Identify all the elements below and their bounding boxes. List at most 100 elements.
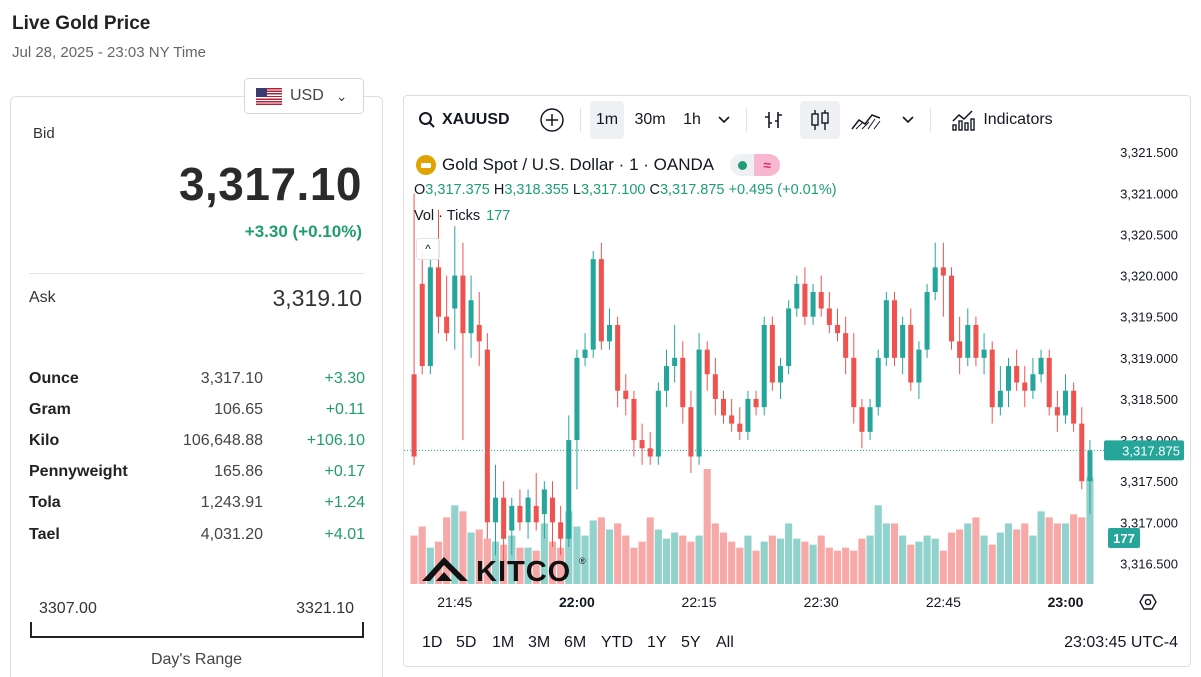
unit-change: +3.30 (324, 369, 365, 387)
volume-bar (801, 541, 809, 584)
range-5d-button[interactable]: 5D (456, 634, 477, 651)
candle-body (1054, 407, 1060, 416)
candle-body (737, 423, 743, 432)
page-subtitle: Jul 28, 2025 - 23:03 NY Time (12, 44, 207, 61)
volume-bar (988, 544, 996, 584)
range-5y-button[interactable]: 5Y (681, 634, 701, 651)
candle-body (1087, 450, 1093, 482)
candle-body (452, 275, 458, 309)
market-hours-icon: ≈ (754, 154, 781, 176)
range-all-button[interactable]: All (716, 634, 734, 651)
volume-bar (434, 541, 443, 584)
search-icon (419, 112, 435, 128)
volume-bar (964, 523, 972, 584)
volume-bar (516, 547, 524, 584)
candle-body (590, 259, 596, 350)
candle-body (598, 259, 604, 342)
volume-bar (630, 547, 638, 584)
candle-body (574, 357, 580, 441)
range-ytd-button[interactable]: YTD (601, 634, 633, 651)
divider (29, 273, 364, 274)
volume-bar (695, 535, 703, 584)
chart-toolbar: XAUUSD 1m 30m 1h Indicators (404, 96, 1190, 144)
candle-body (680, 357, 686, 408)
area-style-button[interactable] (848, 101, 884, 139)
candle-body (981, 349, 987, 358)
interval-1m-button[interactable]: 1m (590, 101, 624, 139)
volume-bar (1078, 517, 1086, 584)
candle-body (948, 275, 955, 342)
volume-bar (532, 550, 540, 584)
volume-bar (671, 532, 679, 584)
range-1d-button[interactable]: 1D (422, 634, 443, 651)
y-tick-label: 3,317.500 (1120, 474, 1178, 489)
candle-body (867, 407, 873, 432)
volume-bar (817, 535, 825, 584)
volume-bar (744, 535, 752, 584)
symbol-search-button[interactable]: XAUUSD (412, 101, 516, 139)
y-tick-label: 3,319.500 (1120, 310, 1178, 325)
candle-body (932, 267, 938, 293)
us-flag-icon (256, 87, 282, 105)
x-tick-label: 21:45 (437, 594, 472, 610)
range-3m-button[interactable]: 3M (528, 634, 551, 651)
volume-value: 177 (486, 208, 511, 224)
market-open-icon (730, 161, 754, 170)
candle-body (696, 349, 702, 457)
unit-price: 4,031.20 (200, 525, 263, 543)
candle-body (468, 300, 474, 334)
range-1y-button[interactable]: 1Y (647, 634, 667, 651)
interval-1h-button[interactable]: 1h (683, 111, 701, 128)
candlestick-chart[interactable]: KITCO ® 3,316.500 3,317.000 3,317.500 3,318… (404, 144, 1191, 626)
area-icon (851, 114, 881, 130)
candles-icon (811, 110, 829, 130)
candle-body (720, 398, 727, 416)
candle-body (492, 497, 499, 523)
bar-style-button[interactable] (758, 101, 790, 139)
unit-change: +1.24 (324, 494, 365, 512)
ask-price: 3,319.10 (272, 285, 362, 311)
volume-bar (785, 523, 793, 584)
unit-row-gram: Gram 106.65 +0.11 (29, 394, 365, 425)
candle-body (647, 448, 653, 457)
volume-bar (728, 541, 736, 584)
unit-name: Tola (29, 494, 61, 512)
indicators-button[interactable]: Indicators (942, 101, 1062, 139)
candles-style-button[interactable] (800, 101, 840, 139)
candle-body (688, 407, 694, 457)
interval-dropdown-button[interactable] (712, 101, 736, 139)
compare-symbol-button[interactable] (536, 101, 568, 139)
range-high: 3321.10 (296, 600, 354, 617)
candle-body (908, 324, 914, 383)
candle-body (582, 349, 588, 358)
chart-style-dropdown-button[interactable] (896, 101, 920, 139)
chart-clock[interactable]: 23:03:45 UTC-4 (1064, 634, 1178, 651)
chevron-down-icon (902, 116, 914, 124)
range-1m-button[interactable]: 1M (492, 634, 515, 651)
y-tick-label: 3,320.000 (1120, 269, 1178, 284)
volume-bar (793, 538, 801, 584)
toolbar-separator (930, 108, 931, 132)
volume-bar (557, 547, 565, 584)
range-6m-button[interactable]: 6M (564, 634, 587, 651)
last-volume-label: 177 (1113, 531, 1135, 546)
settings-icon[interactable] (1139, 594, 1157, 610)
candle-body (997, 390, 1003, 408)
volume-bar (1004, 523, 1013, 584)
candle-body (1014, 366, 1020, 383)
market-status-pill[interactable]: ≈ (730, 154, 781, 176)
bid-price: 3,317.10 (178, 158, 362, 210)
volume-bar (980, 535, 988, 584)
interval-30m-button[interactable]: 30m (634, 111, 666, 128)
volume-bar (833, 550, 842, 584)
volume-bar (1061, 523, 1070, 584)
currency-select[interactable]: USD ⌄ (244, 78, 364, 114)
x-tick-label: 22:30 (804, 594, 839, 610)
price-axis (1104, 144, 1190, 626)
collapse-legend-button[interactable]: ^ (416, 238, 440, 260)
volume-bar (776, 538, 785, 584)
candle-body (435, 267, 442, 317)
unit-change: +106.10 (306, 431, 365, 449)
candle-body (1030, 374, 1036, 391)
volume-bar (825, 547, 833, 584)
